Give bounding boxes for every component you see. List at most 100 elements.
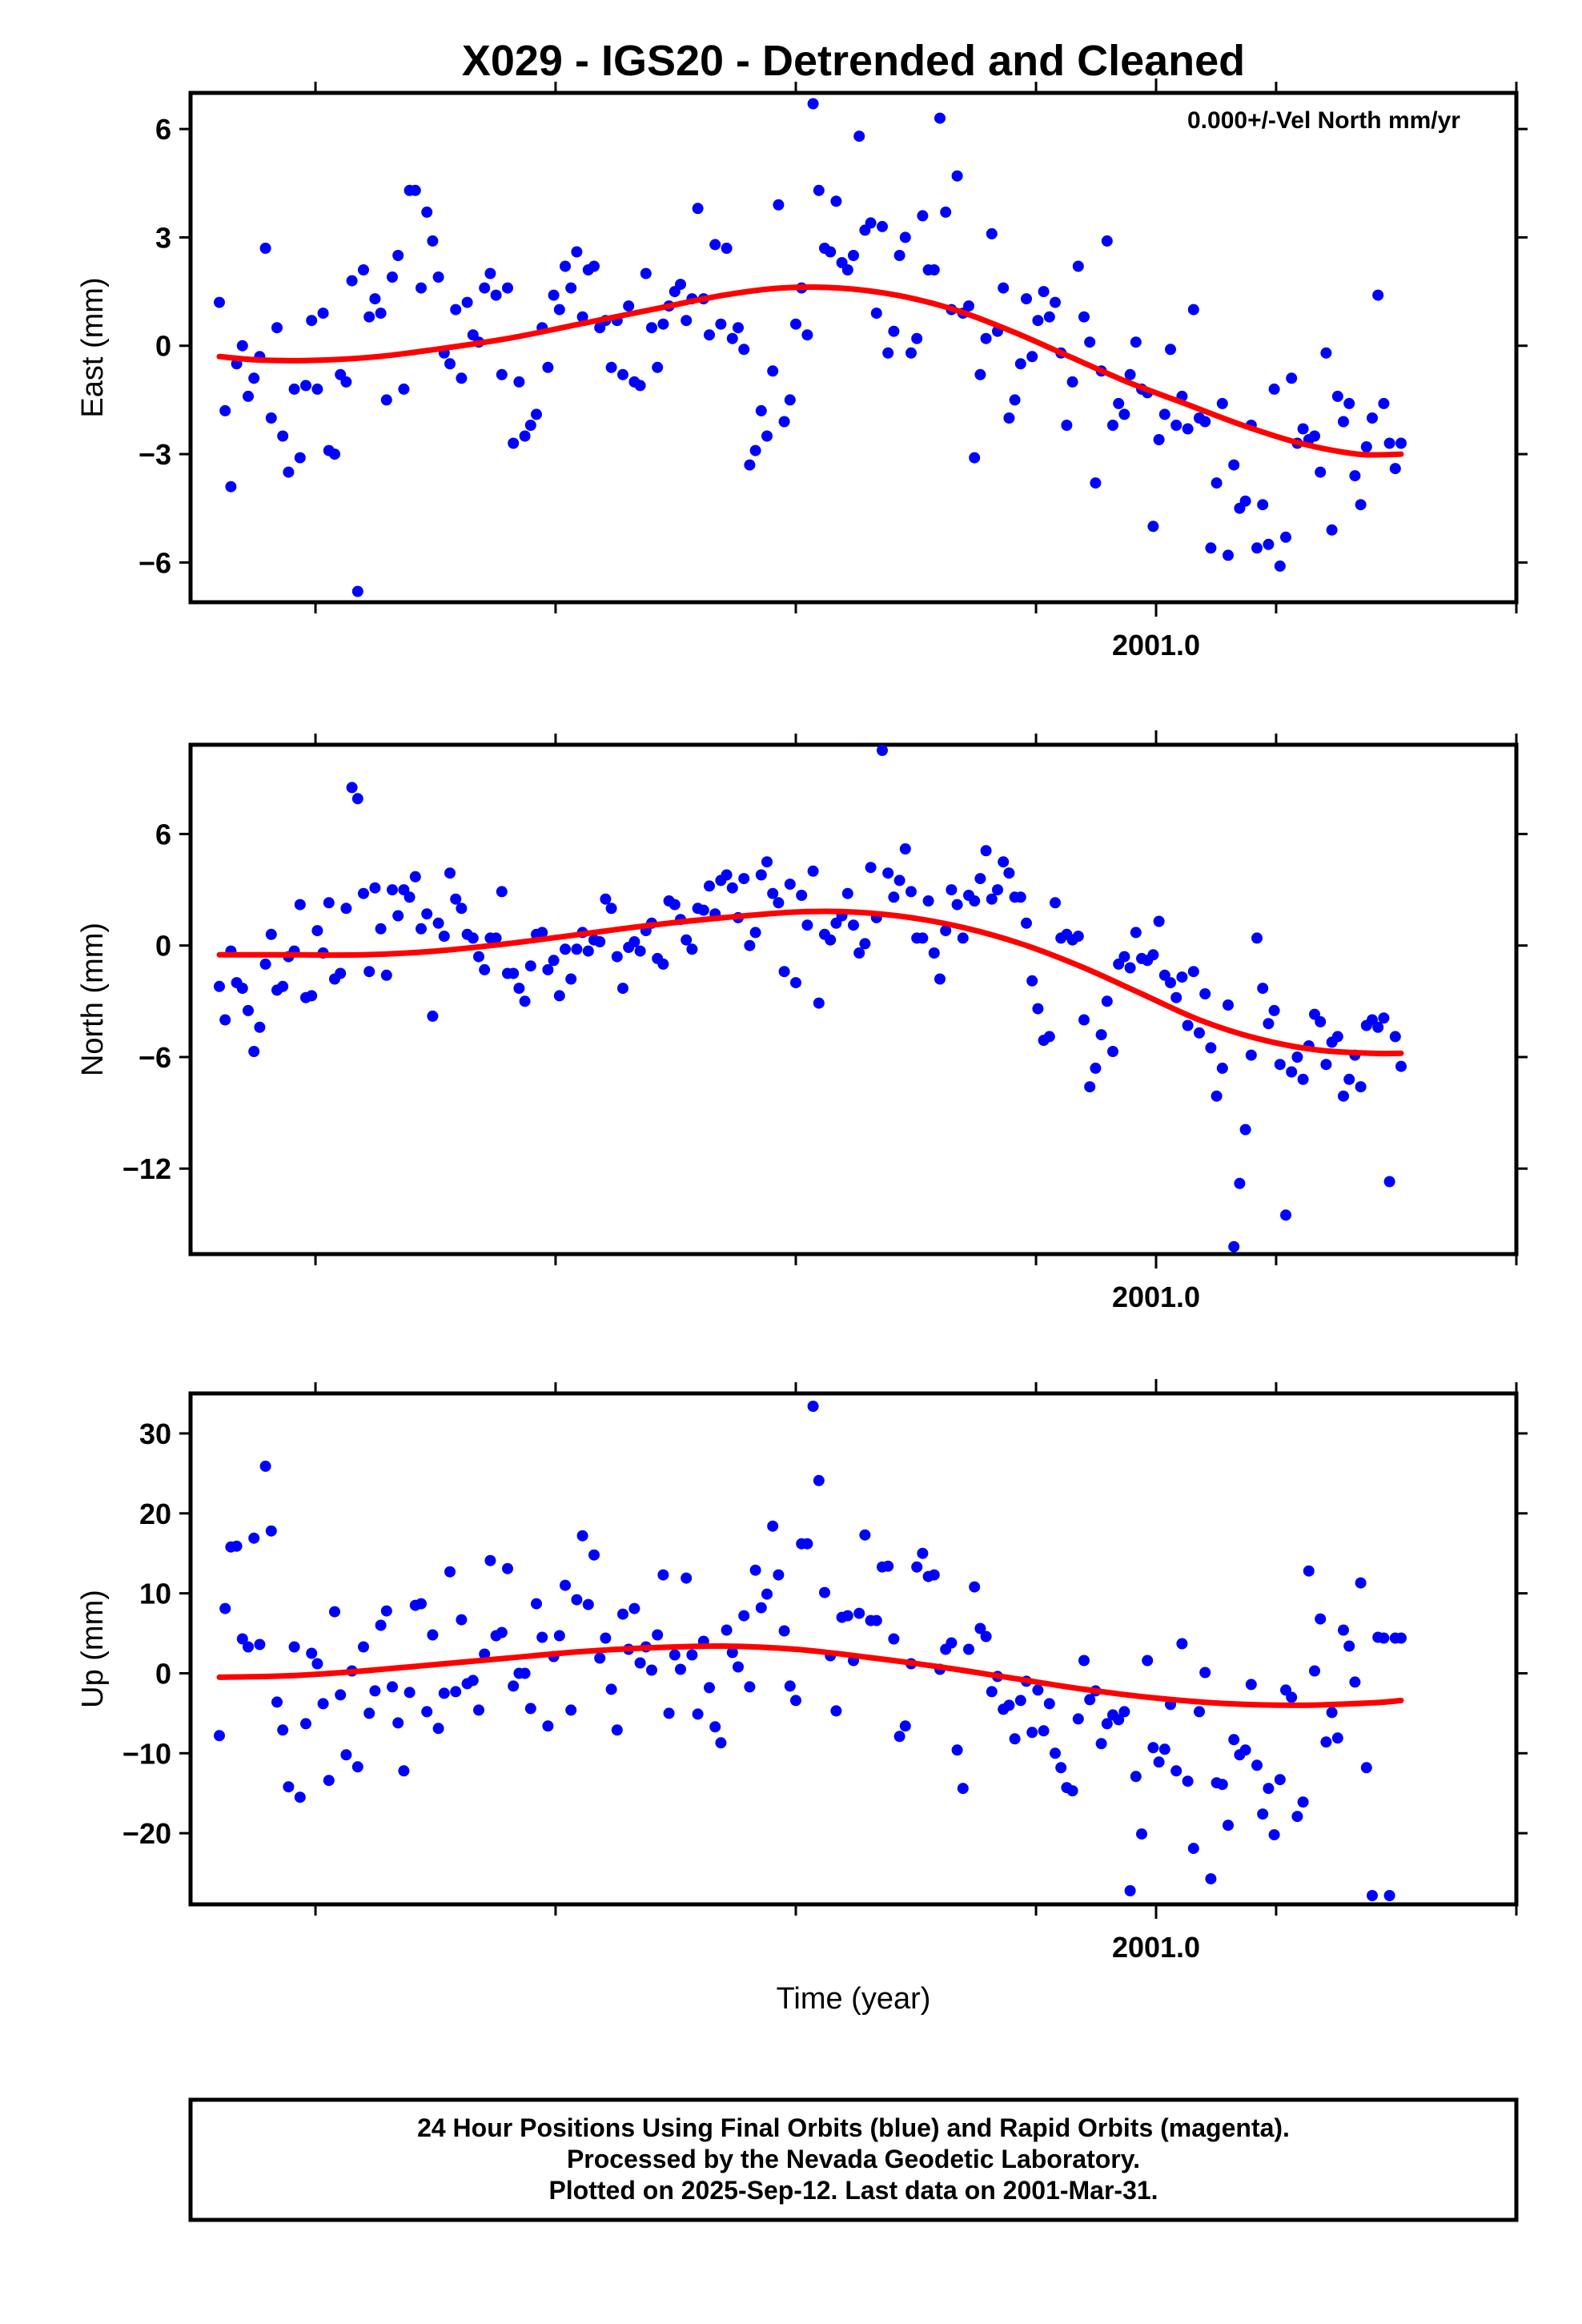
up-data-point	[1286, 1691, 1298, 1703]
east-data-point	[283, 466, 295, 478]
up-data-point	[1297, 1796, 1309, 1808]
north-data-point	[1211, 1090, 1223, 1102]
up-data-point	[1315, 1613, 1327, 1625]
up-data-point	[519, 1667, 531, 1679]
up-data-point	[709, 1721, 721, 1733]
east-data-point	[340, 376, 352, 388]
east-data-point	[1124, 368, 1136, 380]
north-data-point	[1050, 897, 1061, 909]
up-data-point	[819, 1586, 830, 1598]
north-data-point	[1118, 951, 1130, 963]
north-data-point	[358, 887, 369, 899]
north-data-point	[749, 927, 761, 939]
north-data-point	[1286, 1066, 1298, 1078]
up-data-point	[663, 1707, 675, 1719]
up-data-point	[496, 1626, 508, 1638]
footer-box: 24 Hour Positions Using Final Orbits (bl…	[188, 2097, 1519, 2222]
east-y-tick-label: −3	[139, 438, 171, 471]
up-data-point	[1136, 1828, 1147, 1840]
east-data-point	[848, 250, 859, 261]
east-data-point	[1343, 397, 1355, 409]
north-data-point	[617, 983, 628, 995]
east-data-point	[317, 308, 329, 320]
up-data-point	[1338, 1624, 1349, 1636]
up-data-point	[571, 1594, 583, 1606]
up-data-point	[1245, 1679, 1257, 1691]
north-data-point	[986, 893, 998, 905]
east-data-point	[1205, 542, 1217, 554]
east-y-tick-label: 3	[155, 221, 171, 254]
east-plot-frame	[188, 90, 1519, 605]
up-data-layer	[214, 1401, 1407, 1901]
east-data-point	[1286, 372, 1298, 384]
up-data-point	[1147, 1742, 1159, 1754]
up-data-point	[1176, 1638, 1188, 1650]
north-data-point	[594, 936, 606, 947]
up-data-point	[830, 1705, 842, 1717]
east-fit-curve	[216, 283, 1404, 458]
east-data-point	[721, 243, 733, 254]
east-data-point	[1378, 397, 1390, 409]
north-data-point	[969, 895, 981, 907]
east-data-point	[1211, 477, 1223, 489]
north-data-point	[553, 990, 565, 1002]
north-data-point	[859, 938, 871, 950]
east-data-point	[726, 332, 738, 344]
figure-title: X029 - IGS20 - Detrended and Cleaned	[462, 37, 1245, 85]
north-data-point	[721, 869, 733, 881]
east-data-point	[893, 250, 905, 261]
east-data-point	[692, 203, 704, 215]
north-data-point	[767, 887, 779, 899]
east-data-point	[1147, 521, 1159, 533]
up-data-point	[300, 1718, 311, 1730]
north-data-point	[335, 967, 347, 979]
east-data-point	[1257, 499, 1269, 511]
east-data-point	[1383, 437, 1395, 449]
up-data-point	[1153, 1756, 1165, 1768]
up-data-point	[1009, 1733, 1021, 1745]
up-data-point	[288, 1641, 300, 1653]
north-data-point	[259, 958, 271, 970]
up-data-point	[888, 1633, 900, 1645]
east-data-point	[329, 448, 340, 460]
north-y-tick-label: −6	[139, 1041, 171, 1074]
east-data-point	[853, 131, 865, 143]
up-data-point	[715, 1737, 727, 1749]
east-data-point	[219, 404, 231, 416]
east-x-tick-label: 2001.0	[1112, 629, 1200, 661]
east-data-point	[870, 308, 882, 320]
north-data-point	[605, 903, 617, 915]
up-data-point	[582, 1598, 594, 1610]
east-data-point	[1331, 390, 1343, 402]
east-data-point	[461, 296, 473, 308]
up-data-point	[243, 1641, 254, 1653]
east-data-point	[801, 329, 813, 341]
east-data-point	[830, 195, 842, 207]
east-data-point	[496, 368, 508, 380]
up-data-point	[375, 1619, 387, 1631]
up-data-point	[1360, 1762, 1372, 1774]
up-data-point	[560, 1579, 571, 1591]
north-data-point	[277, 980, 289, 992]
up-data-point	[1043, 1698, 1055, 1710]
north-data-point	[340, 903, 352, 915]
north-data-point	[773, 897, 785, 909]
up-data-point	[271, 1696, 283, 1708]
up-data-point	[311, 1658, 323, 1670]
up-data-point	[219, 1602, 231, 1614]
east-data-point	[450, 304, 462, 316]
north-data-point	[1003, 867, 1015, 879]
east-data-point	[784, 394, 796, 406]
east-data-point	[1187, 304, 1199, 316]
east-data-point	[1297, 423, 1309, 435]
up-data-point	[1257, 1808, 1269, 1820]
north-data-point	[392, 910, 404, 922]
up-data-point	[617, 1608, 628, 1620]
up-data-point	[773, 1569, 785, 1581]
east-data-point	[524, 420, 536, 431]
north-data-point	[951, 899, 963, 911]
north-data-point	[1084, 1081, 1096, 1093]
east-data-point	[675, 279, 686, 291]
east-data-point	[490, 289, 502, 301]
north-data-point	[940, 925, 952, 937]
